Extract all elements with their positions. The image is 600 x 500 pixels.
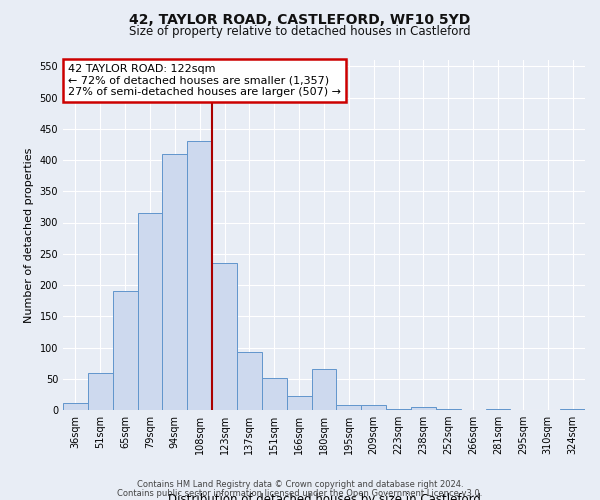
Text: Contains HM Land Registry data © Crown copyright and database right 2024.: Contains HM Land Registry data © Crown c… [137, 480, 463, 489]
Bar [113, 291, 137, 410]
Bar [163, 154, 187, 410]
Bar [386, 409, 411, 410]
Bar [311, 370, 337, 410]
Text: 42 TAYLOR ROAD: 122sqm
← 72% of detached houses are smaller (1,357)
27% of semi-: 42 TAYLOR ROAD: 122sqm ← 72% of detached… [68, 64, 341, 96]
Bar [287, 396, 311, 410]
Bar [187, 142, 212, 410]
Text: Size of property relative to detached houses in Castleford: Size of property relative to detached ho… [129, 25, 471, 38]
Bar [411, 407, 436, 410]
Bar [63, 402, 88, 410]
Text: 42, TAYLOR ROAD, CASTLEFORD, WF10 5YD: 42, TAYLOR ROAD, CASTLEFORD, WF10 5YD [130, 12, 470, 26]
Bar [337, 405, 361, 410]
Bar [88, 372, 113, 410]
Bar [262, 378, 287, 410]
Text: Contains public sector information licensed under the Open Government Licence v3: Contains public sector information licen… [118, 488, 482, 498]
X-axis label: Distribution of detached houses by size in Castleford: Distribution of detached houses by size … [167, 493, 481, 500]
Y-axis label: Number of detached properties: Number of detached properties [24, 148, 34, 322]
Bar [237, 352, 262, 410]
Bar [137, 213, 163, 410]
Bar [361, 405, 386, 410]
Bar [212, 263, 237, 410]
